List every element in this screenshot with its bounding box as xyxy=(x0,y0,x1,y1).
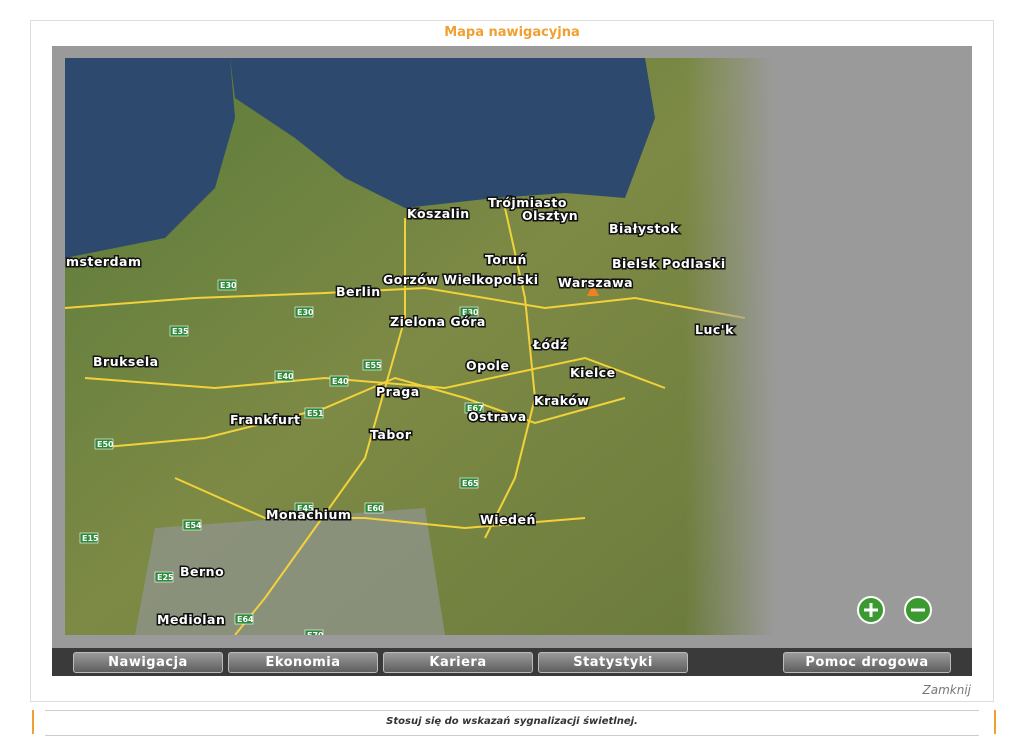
road-label: E30 xyxy=(220,281,237,290)
road-sign xyxy=(464,402,484,414)
road-sign xyxy=(294,502,314,514)
road-sign xyxy=(182,519,202,531)
road-sign xyxy=(362,359,382,371)
road-sign xyxy=(364,502,384,514)
city-label: Berlin xyxy=(336,284,381,299)
zoom-out[interactable] xyxy=(904,596,932,624)
city-label: Toruń xyxy=(485,252,527,267)
road-label: E55 xyxy=(365,361,382,370)
road-label: E35 xyxy=(172,327,189,336)
panel-title: Mapa nawigacyjna xyxy=(444,25,580,40)
menu-button[interactable]: Pomoc drogowa xyxy=(783,652,951,673)
road-sign xyxy=(234,613,254,625)
road-label: E65 xyxy=(462,479,479,488)
road-label: E30 xyxy=(297,308,314,317)
hint-text: Stosuj się do wskazań sygnalizacji świet… xyxy=(386,716,638,727)
city-label: Frankfurt xyxy=(230,412,301,427)
zoom-controls xyxy=(857,596,932,624)
city-label: Wiedeń xyxy=(480,512,536,527)
road-label: E25 xyxy=(157,573,174,582)
menu-button[interactable]: Nawigacja xyxy=(73,652,223,673)
hint-line xyxy=(45,710,979,736)
close-link[interactable]: Zamknij xyxy=(922,683,972,697)
city-label: Praga xyxy=(376,384,420,399)
city-label: Trójmiasto xyxy=(488,195,567,210)
road-sign xyxy=(304,407,324,419)
city-label: Mediolan xyxy=(157,612,225,627)
road-label: E45 xyxy=(297,504,314,513)
city-label: msterdam xyxy=(66,254,142,269)
menu-button[interactable]: Kariera xyxy=(383,652,533,673)
city-label: Kielce xyxy=(570,365,616,380)
city-label: Bruksela xyxy=(93,354,159,369)
player-marker xyxy=(587,284,599,296)
road-sign xyxy=(169,325,189,337)
road-sign xyxy=(274,370,294,382)
menu-button[interactable]: Statystyki xyxy=(538,652,688,673)
road-label: E15 xyxy=(82,534,99,543)
road-label: E60 xyxy=(367,504,384,513)
city-label: Koszalin xyxy=(407,206,470,221)
road-sign xyxy=(459,477,479,489)
city-label: Warszawa xyxy=(558,275,633,290)
road-sign xyxy=(329,375,349,387)
road-label: E54 xyxy=(185,521,202,530)
road-sign xyxy=(94,438,114,450)
city-label: Gorzów Wielkopolski xyxy=(383,272,539,287)
hint-bar xyxy=(32,710,996,734)
menu-button[interactable]: Ekonomia xyxy=(228,652,378,673)
road-sign xyxy=(294,306,314,318)
city-label: Kraków xyxy=(534,393,589,408)
road-sign xyxy=(217,279,237,291)
road-label: E67 xyxy=(467,404,484,413)
road-sign xyxy=(154,571,174,583)
city-label: Opole xyxy=(466,358,509,373)
road-label: E40 xyxy=(277,372,294,381)
panel xyxy=(30,20,994,702)
road-label: E50 xyxy=(97,440,114,449)
city-label: Berno xyxy=(180,564,224,579)
city-label: Białystok xyxy=(609,221,679,236)
city-label: Luc'k xyxy=(695,322,734,337)
road-label: E51 xyxy=(307,409,324,418)
city-label: Olsztyn xyxy=(522,208,578,223)
city-label: Zielona Góra xyxy=(390,314,486,329)
map: E30 E30 E30 E35 E40 E40 E50 E51 E55 E65 E67 E45 E60 E… xyxy=(65,58,775,635)
road-label: E30 xyxy=(462,308,479,317)
city-label: Ostrava xyxy=(468,409,527,424)
road-label: E40 xyxy=(332,377,349,386)
road-sign xyxy=(459,306,479,318)
road-label: E64 xyxy=(237,615,254,624)
city-label: Bielsk Podlaski xyxy=(612,256,726,271)
road-sign xyxy=(304,629,324,635)
city-label: Monachium xyxy=(266,507,351,522)
road-label: E70 xyxy=(307,631,324,635)
road-sign xyxy=(79,532,99,544)
road-signs: E30 E30 E30 E35 E40 E40 E50 E51 E55 E65 E67 E45 E60 E… xyxy=(79,279,484,635)
zoom-in[interactable] xyxy=(857,596,885,624)
city-label: Łódź xyxy=(532,337,568,352)
city-label: Tabor xyxy=(370,427,412,442)
